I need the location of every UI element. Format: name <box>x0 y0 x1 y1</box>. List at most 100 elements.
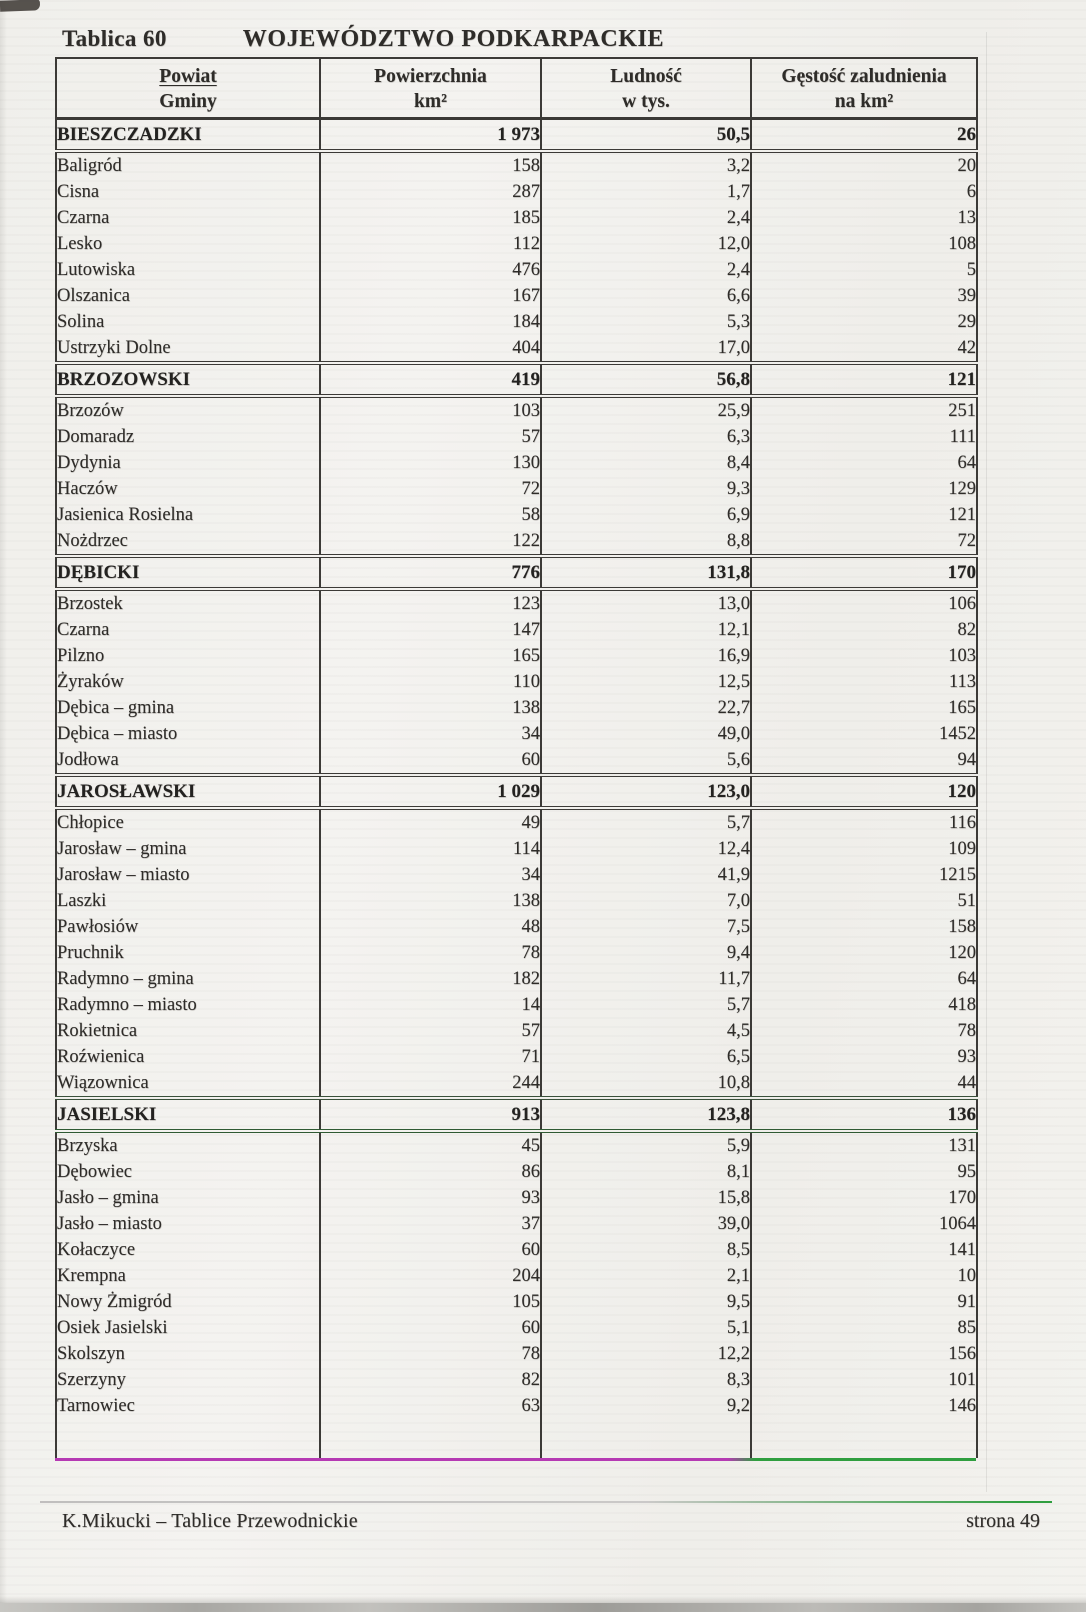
density-cell: 1215 <box>750 862 977 888</box>
gmina-row: Pawłosiów 48 7,5 158 <box>56 914 977 940</box>
footer-page-number: strona 49 <box>966 1510 1040 1532</box>
name-cell: Pilzno <box>57 646 105 666</box>
powiat-row: BIESZCZADZKI 1 973 50,5 26 <box>56 117 977 153</box>
area-cell: 72 <box>319 476 541 502</box>
col-header-area-line1: Powierzchnia <box>374 65 487 87</box>
gmina-row: Szerzyny 82 8,3 101 <box>56 1367 977 1393</box>
table-bottom-rule <box>55 1458 976 1461</box>
name-cell: Radymno – miasto <box>57 995 197 1015</box>
density-cell: 103 <box>750 643 977 669</box>
area-cell: 182 <box>319 966 541 992</box>
title-row: Tablica 60 WOJEWÓDZTWO PODKARPACKIE <box>62 26 962 53</box>
name-cell: Ustrzyki Dolne <box>57 338 171 358</box>
density-cell: 131 <box>750 1131 977 1159</box>
area-cell: 147 <box>319 617 541 643</box>
population-cell: 7,5 <box>540 914 751 940</box>
name-cell: BRZOZOWSKI <box>56 361 320 398</box>
density-cell: 93 <box>750 1044 977 1070</box>
gmina-row: Laszki 138 7,0 51 <box>56 888 977 914</box>
density-cell: 29 <box>750 309 977 335</box>
gmina-row: Brzostek 123 13,0 106 <box>56 589 977 617</box>
area-cell: 114 <box>319 836 541 862</box>
population-cell: 12,1 <box>540 617 751 643</box>
gmina-row: Pruchnik 78 9,4 120 <box>56 940 977 966</box>
area-cell: 185 <box>319 205 541 231</box>
density-cell: 64 <box>750 966 977 992</box>
density-cell: 91 <box>750 1289 977 1315</box>
density-cell: 120 <box>750 773 977 810</box>
name-cell: Krempna <box>57 1266 126 1286</box>
area-cell: 103 <box>319 396 541 424</box>
col-header-population-line2: w tys. <box>622 90 670 112</box>
area-cell: 1 973 <box>319 117 541 153</box>
population-cell: 41,9 <box>540 862 751 888</box>
empty-filler-row <box>56 1419 977 1458</box>
area-cell: 476 <box>319 257 541 283</box>
gmina-row: Czarna 147 12,1 82 <box>56 617 977 643</box>
gmina-row: Jarosław – gmina 114 12,4 109 <box>56 836 977 862</box>
empty-cell <box>750 1419 977 1458</box>
gmina-row: Nowy Żmigród 105 9,5 91 <box>56 1289 977 1315</box>
col-header-powiat-line1: Powiat <box>159 65 217 87</box>
name-cell: Skolszyn <box>57 1344 125 1364</box>
footer-rule <box>40 1501 1052 1503</box>
area-cell: 48 <box>319 914 541 940</box>
name-cell: Lutowiska <box>57 260 136 280</box>
density-cell: 158 <box>750 914 977 940</box>
name-cell: JAROSŁAWSKI <box>56 773 320 810</box>
density-cell: 170 <box>750 554 977 591</box>
name-cell: Pruchnik <box>57 943 124 963</box>
col-header-density-line1: Gęstość zaludnienia <box>781 65 947 87</box>
density-cell: 165 <box>750 695 977 721</box>
name-cell: Solina <box>57 312 105 332</box>
table-body: BIESZCZADZKI 1 973 50,5 26 Baligród 158 3,2 20 C… <box>56 117 977 1458</box>
col-header-population: Ludność w tys. <box>540 58 751 120</box>
table-label: Tablica 60 <box>62 26 167 51</box>
gmina-row: Radymno – miasto 14 5,7 418 <box>56 992 977 1018</box>
footer: K.Mikucki – Tablice Przewodnickie strona… <box>62 1510 1040 1533</box>
density-cell: 136 <box>750 1096 977 1133</box>
density-cell: 101 <box>750 1367 977 1393</box>
density-cell: 42 <box>750 335 977 363</box>
area-cell: 1 029 <box>319 773 541 810</box>
population-cell: 8,1 <box>540 1159 751 1185</box>
population-cell: 12,5 <box>540 669 751 695</box>
gmina-row: Żyraków 110 12,5 113 <box>56 669 977 695</box>
area-cell: 63 <box>319 1393 541 1419</box>
name-cell: Laszki <box>57 891 107 911</box>
area-cell: 78 <box>319 940 541 966</box>
area-cell: 138 <box>319 695 541 721</box>
col-header-area-line2: km² <box>414 90 447 112</box>
name-cell: Tarnowiec <box>57 1396 135 1416</box>
powiat-row: JASIELSKI 913 123,8 136 <box>56 1096 977 1133</box>
population-cell: 131,8 <box>540 554 751 591</box>
area-cell: 244 <box>319 1070 541 1098</box>
area-cell: 158 <box>319 151 541 179</box>
gmina-row: Jodłowa 60 5,6 94 <box>56 747 977 775</box>
density-cell: 108 <box>750 231 977 257</box>
area-cell: 60 <box>319 1237 541 1263</box>
gmina-row: Jasło – miasto 37 39,0 1064 <box>56 1211 977 1237</box>
area-cell: 204 <box>319 1263 541 1289</box>
col-header-density-line2: na km² <box>834 90 894 112</box>
density-cell: 1064 <box>750 1211 977 1237</box>
name-cell: Chłopice <box>57 813 124 833</box>
population-cell: 6,6 <box>540 283 751 309</box>
gmina-row: Dydynia 130 8,4 64 <box>56 450 977 476</box>
area-cell: 34 <box>319 721 541 747</box>
density-cell: 170 <box>750 1185 977 1211</box>
population-cell: 49,0 <box>540 721 751 747</box>
area-cell: 776 <box>319 554 541 591</box>
gmina-row: Roźwienica 71 6,5 93 <box>56 1044 977 1070</box>
population-cell: 8,5 <box>540 1237 751 1263</box>
gmina-row: Haczów 72 9,3 129 <box>56 476 977 502</box>
population-cell: 5,1 <box>540 1315 751 1341</box>
area-cell: 60 <box>319 747 541 775</box>
scan-paper-edge <box>986 32 987 1492</box>
name-cell: Cisna <box>57 182 100 202</box>
gmina-row: Olszanica 167 6,6 39 <box>56 283 977 309</box>
population-cell: 56,8 <box>540 361 751 398</box>
population-cell: 7,0 <box>540 888 751 914</box>
gmina-row: Lutowiska 476 2,4 5 <box>56 257 977 283</box>
name-cell: Roźwienica <box>57 1047 145 1067</box>
